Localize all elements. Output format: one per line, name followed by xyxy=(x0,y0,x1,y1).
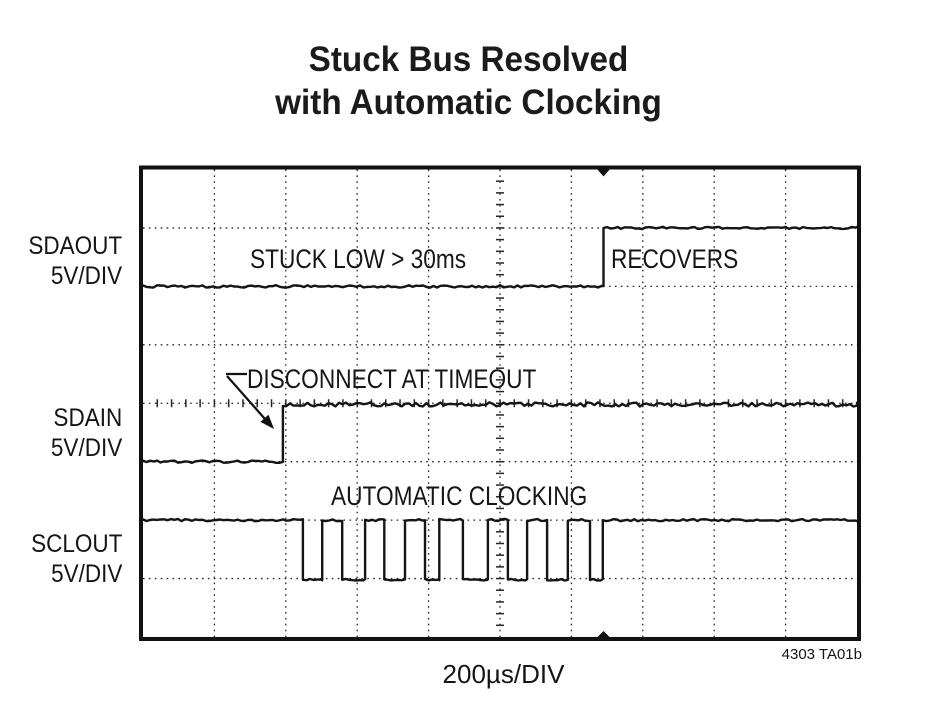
channel-scale: 5V/DIV xyxy=(50,262,122,290)
trigger-marker-top xyxy=(596,168,611,177)
channel-scale: 5V/DIV xyxy=(50,434,122,462)
timebase-label: 200µs/DIV xyxy=(442,659,565,689)
trace-sdaout xyxy=(141,225,859,289)
trace-sclout xyxy=(141,517,859,582)
figure-id-label: 4303 TA01b xyxy=(781,646,862,663)
channel-name: SCLOUT xyxy=(30,530,122,558)
trigger-marker-bottom xyxy=(596,631,611,638)
annotation-recovers: RECOVERS xyxy=(611,244,739,274)
channel-name: SDAOUT xyxy=(28,232,122,260)
disconnect-arrowhead xyxy=(260,414,274,429)
figure-title-line1: Stuck Bus Resolved xyxy=(308,40,629,79)
annotation-disconnect-at-timeout: DISCONNECT AT TIMEOUT xyxy=(247,364,537,394)
graticule-border xyxy=(139,165,861,641)
figure-title-line2: with Automatic Clocking xyxy=(275,83,662,122)
channel-label-sdain: SDAIN 5V/DIV xyxy=(51,403,122,463)
trace-sdain xyxy=(141,401,859,464)
channel-label-sdaout: SDAOUT 5V/DIV xyxy=(28,231,122,291)
annotation-stuck-low: STUCK LOW > 30ms xyxy=(250,244,467,274)
annotation-automatic-clocking: AUTOMATIC CLOCKING xyxy=(331,481,588,511)
channel-name: SDAIN xyxy=(53,404,122,432)
figure-title: Stuck Bus Resolved with Automatic Clocki… xyxy=(23,38,913,124)
channel-scale: 5V/DIV xyxy=(50,560,122,588)
channel-label-sclout: SCLOUT 5V/DIV xyxy=(31,529,122,589)
disconnect-arrow-shaft xyxy=(226,375,266,420)
